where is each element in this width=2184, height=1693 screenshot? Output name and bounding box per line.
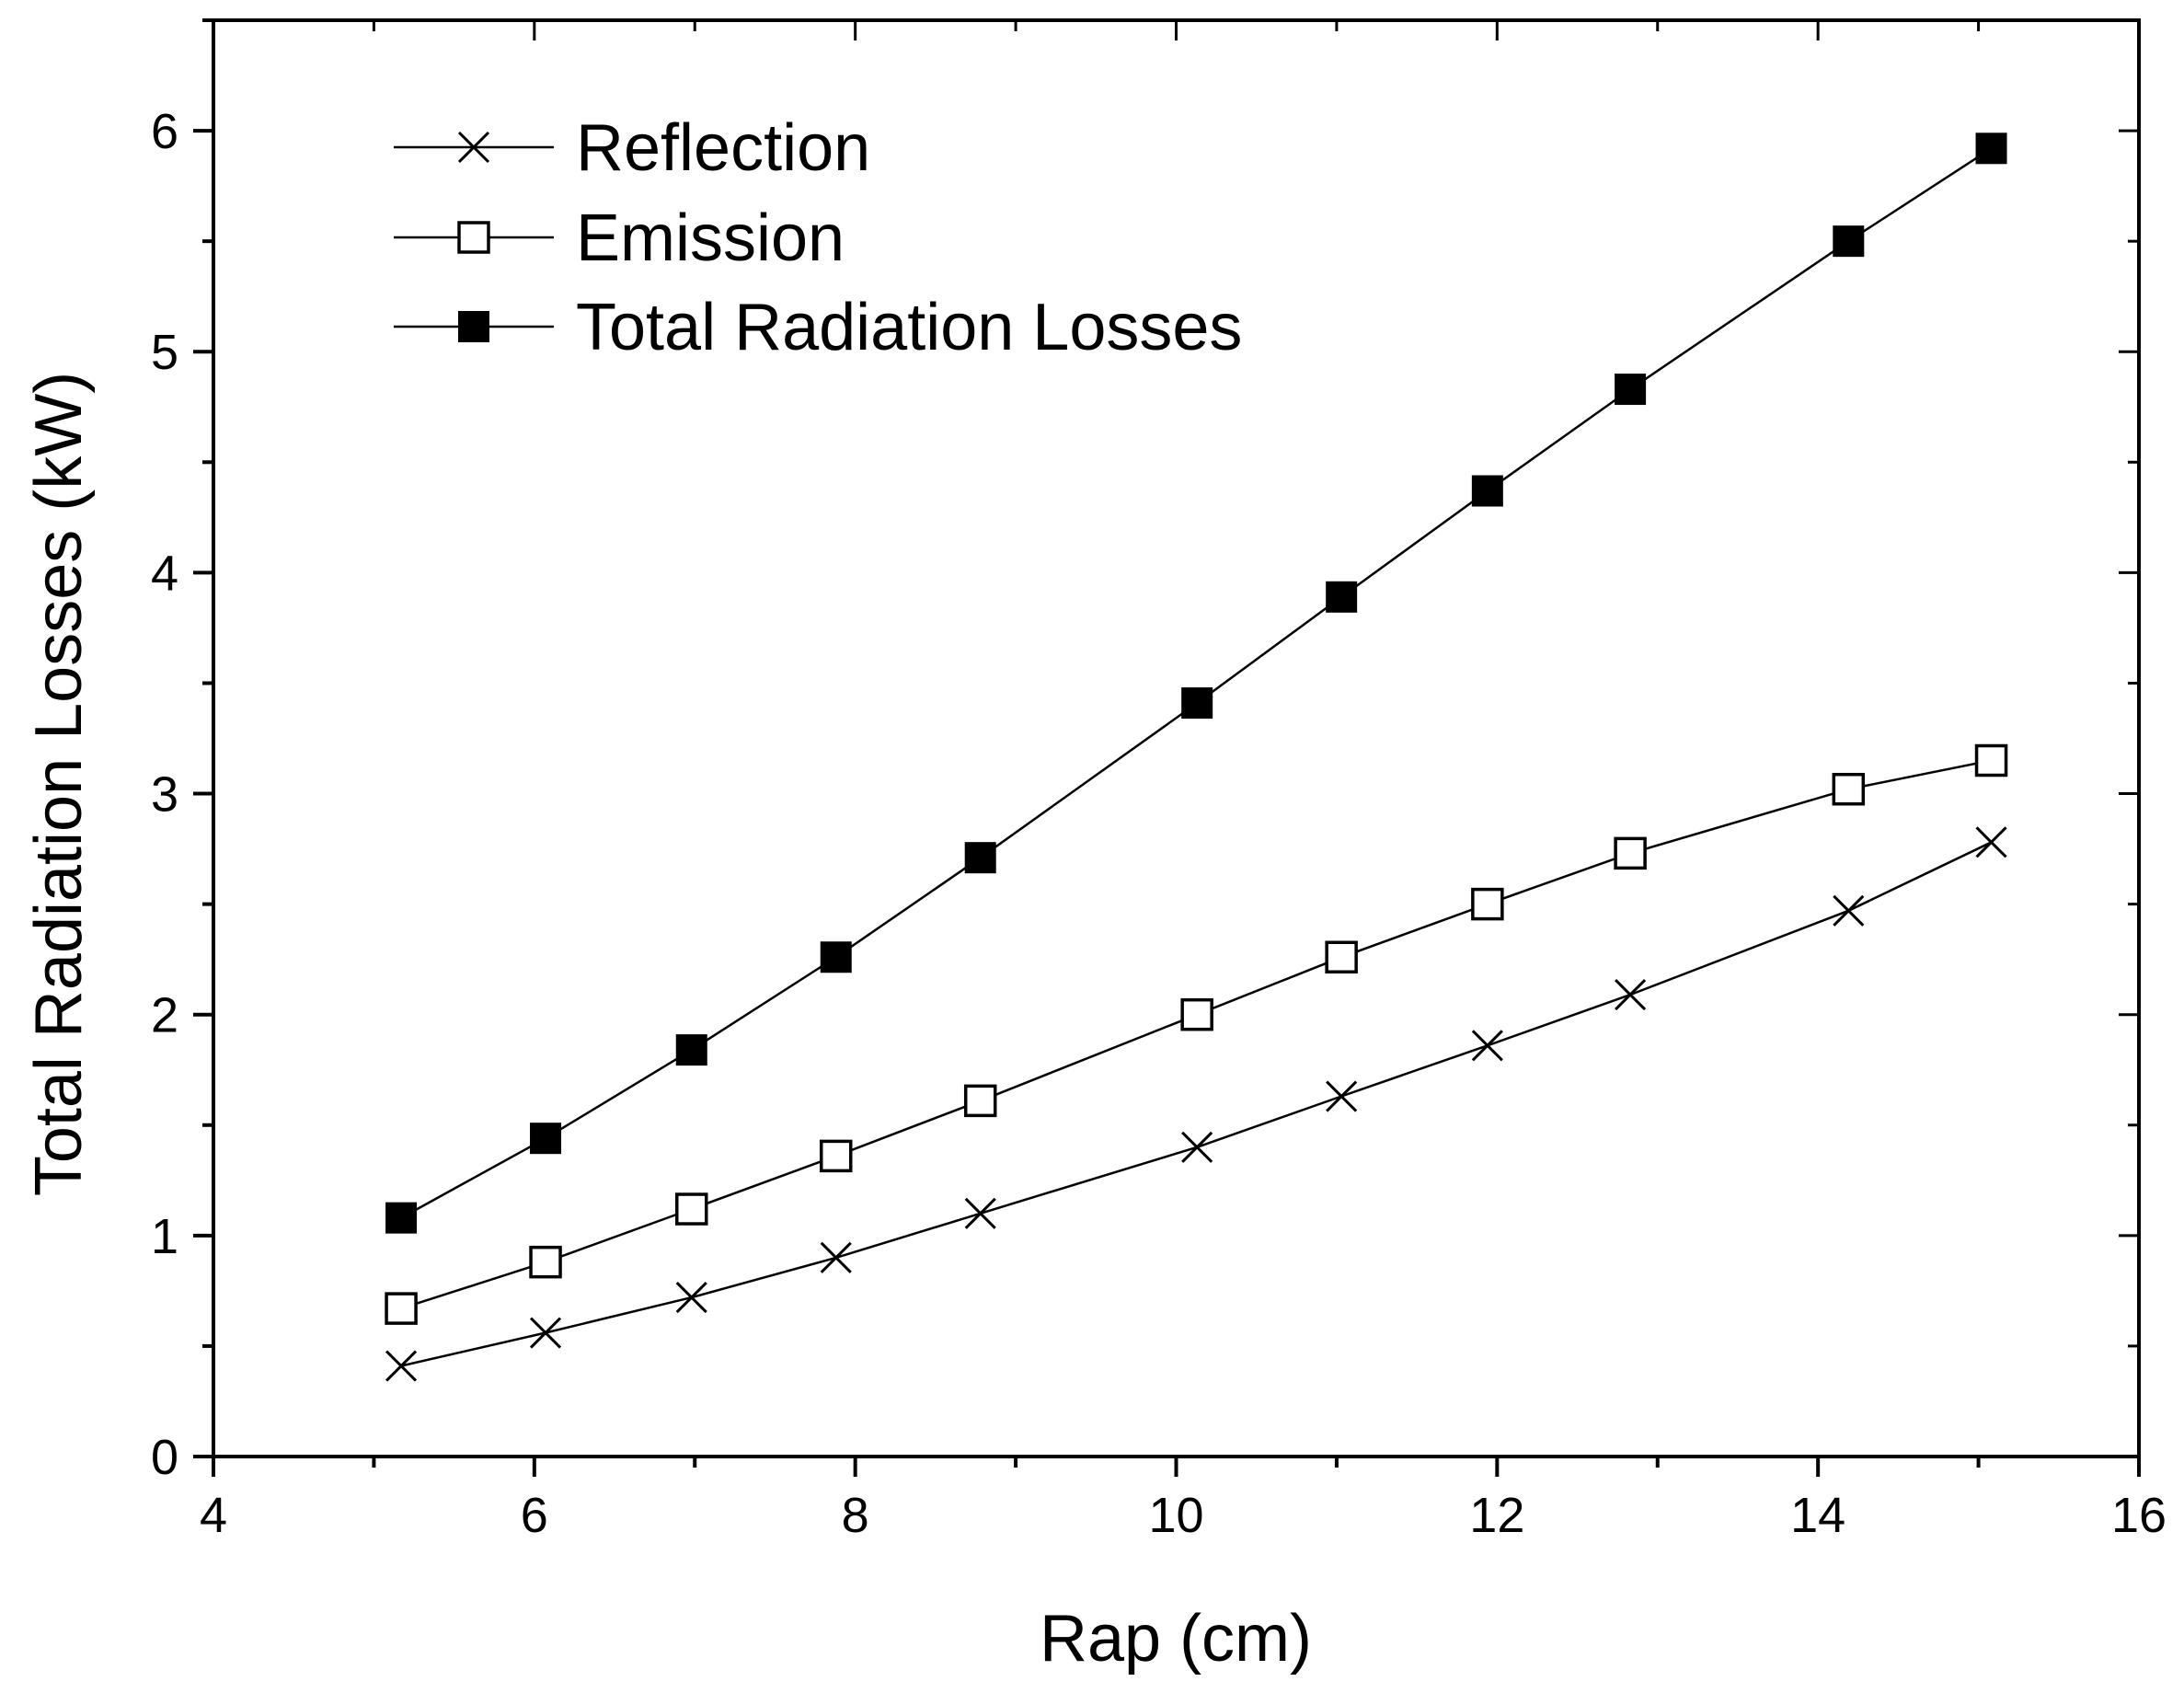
x-tick-label: 14 (1790, 1488, 1845, 1543)
legend-item-reflection: Reflection (394, 111, 870, 185)
right-axis-ticks (2119, 18, 2139, 1458)
x-marker-stroke (675, 1282, 707, 1314)
x-tick-label: 10 (1148, 1488, 1203, 1543)
legend-item-emission: Emission (394, 202, 845, 275)
legend-item-total-radiation-losses: Total Radiation Losses (394, 291, 1242, 364)
legend-marker (457, 221, 490, 254)
data-point-emission (963, 1084, 997, 1118)
data-point-emission (675, 1192, 708, 1226)
data-point-emission (1471, 887, 1504, 921)
y-tick-label: 4 (151, 546, 178, 601)
y-tick-label: 0 (151, 1430, 178, 1485)
x-axis: 4 6 8 10 12 14 16 (200, 1457, 2167, 1543)
data-point-emission (385, 1292, 418, 1325)
x-marker-stroke (1833, 894, 1865, 927)
data-point-emission (1180, 997, 1213, 1031)
x-marker-stroke (457, 131, 490, 164)
y-axis-title: Total Radiation Losses (kW) (22, 372, 96, 1196)
legend-label: Emission (576, 202, 845, 275)
y-tick-label: 1 (151, 1209, 178, 1264)
x-axis-title: Rap (cm) (1040, 1602, 1312, 1676)
x-tick-label: 4 (200, 1488, 227, 1543)
y-tick-label: 5 (151, 325, 178, 380)
data-point-emission (529, 1245, 562, 1279)
series-layer (385, 132, 2008, 1382)
x-marker-stroke (1471, 1030, 1503, 1062)
y-tick-label: 6 (151, 104, 178, 159)
legend-label: Total Radiation Losses (576, 291, 1242, 364)
x-tick-label: 8 (842, 1488, 869, 1543)
legend-marker (457, 131, 490, 164)
data-point-reflection (1975, 826, 2007, 858)
legend: Reflection Emission Total Radiation Losses (394, 111, 1242, 364)
data-point-total-radiation-losses (1975, 132, 2007, 165)
x-tick-label: 6 (521, 1488, 548, 1543)
y-tick-label: 2 (151, 988, 178, 1043)
x-marker-stroke (1181, 1131, 1213, 1163)
x-marker-stroke (820, 1241, 852, 1273)
data-point-reflection (385, 1350, 418, 1382)
data-point-emission (1614, 836, 1647, 870)
data-point-total-radiation-losses (820, 941, 852, 973)
data-point-reflection (675, 1282, 707, 1314)
x-tick-label: 16 (2111, 1488, 2167, 1543)
data-point-total-radiation-losses (385, 1202, 418, 1234)
data-point-total-radiation-losses (1326, 581, 1358, 613)
data-point-emission (819, 1139, 853, 1173)
data-point-emission (1974, 743, 2008, 777)
data-point-total-radiation-losses (1181, 687, 1213, 720)
series-reflection (385, 826, 2007, 1382)
x-marker-stroke (964, 1197, 996, 1229)
x-marker-stroke (529, 1317, 562, 1349)
legend-marker (458, 311, 489, 342)
data-point-emission (1832, 772, 1866, 806)
data-point-total-radiation-losses (530, 1123, 562, 1155)
data-point-reflection (1615, 979, 1647, 1011)
data-point-total-radiation-losses (1471, 475, 1503, 507)
data-point-emission (1325, 940, 1358, 974)
data-point-reflection (1326, 1080, 1358, 1112)
y-tick-label: 3 (151, 767, 178, 823)
data-point-total-radiation-losses (964, 842, 996, 874)
x-marker-stroke (1975, 826, 2007, 858)
data-point-total-radiation-losses (1833, 225, 1865, 258)
data-point-reflection (1471, 1030, 1503, 1062)
data-point-reflection (1833, 894, 1865, 927)
x-tick-label: 12 (1469, 1488, 1524, 1543)
data-point-reflection (529, 1317, 562, 1349)
data-point-reflection (820, 1241, 852, 1273)
data-point-total-radiation-losses (1615, 374, 1647, 406)
legend-label: Reflection (576, 111, 870, 185)
x-marker-stroke (1326, 1080, 1358, 1112)
series-total-radiation-losses (385, 132, 2007, 1234)
x-marker-stroke (385, 1350, 418, 1382)
top-axis-ticks (212, 20, 2141, 40)
data-point-reflection (964, 1197, 996, 1229)
series-emission (385, 743, 2008, 1325)
x-marker-stroke (1615, 979, 1647, 1011)
data-point-reflection (1181, 1131, 1213, 1163)
y-axis: 0 1 2 3 4 5 6 (151, 18, 213, 1485)
data-point-total-radiation-losses (675, 1034, 707, 1066)
